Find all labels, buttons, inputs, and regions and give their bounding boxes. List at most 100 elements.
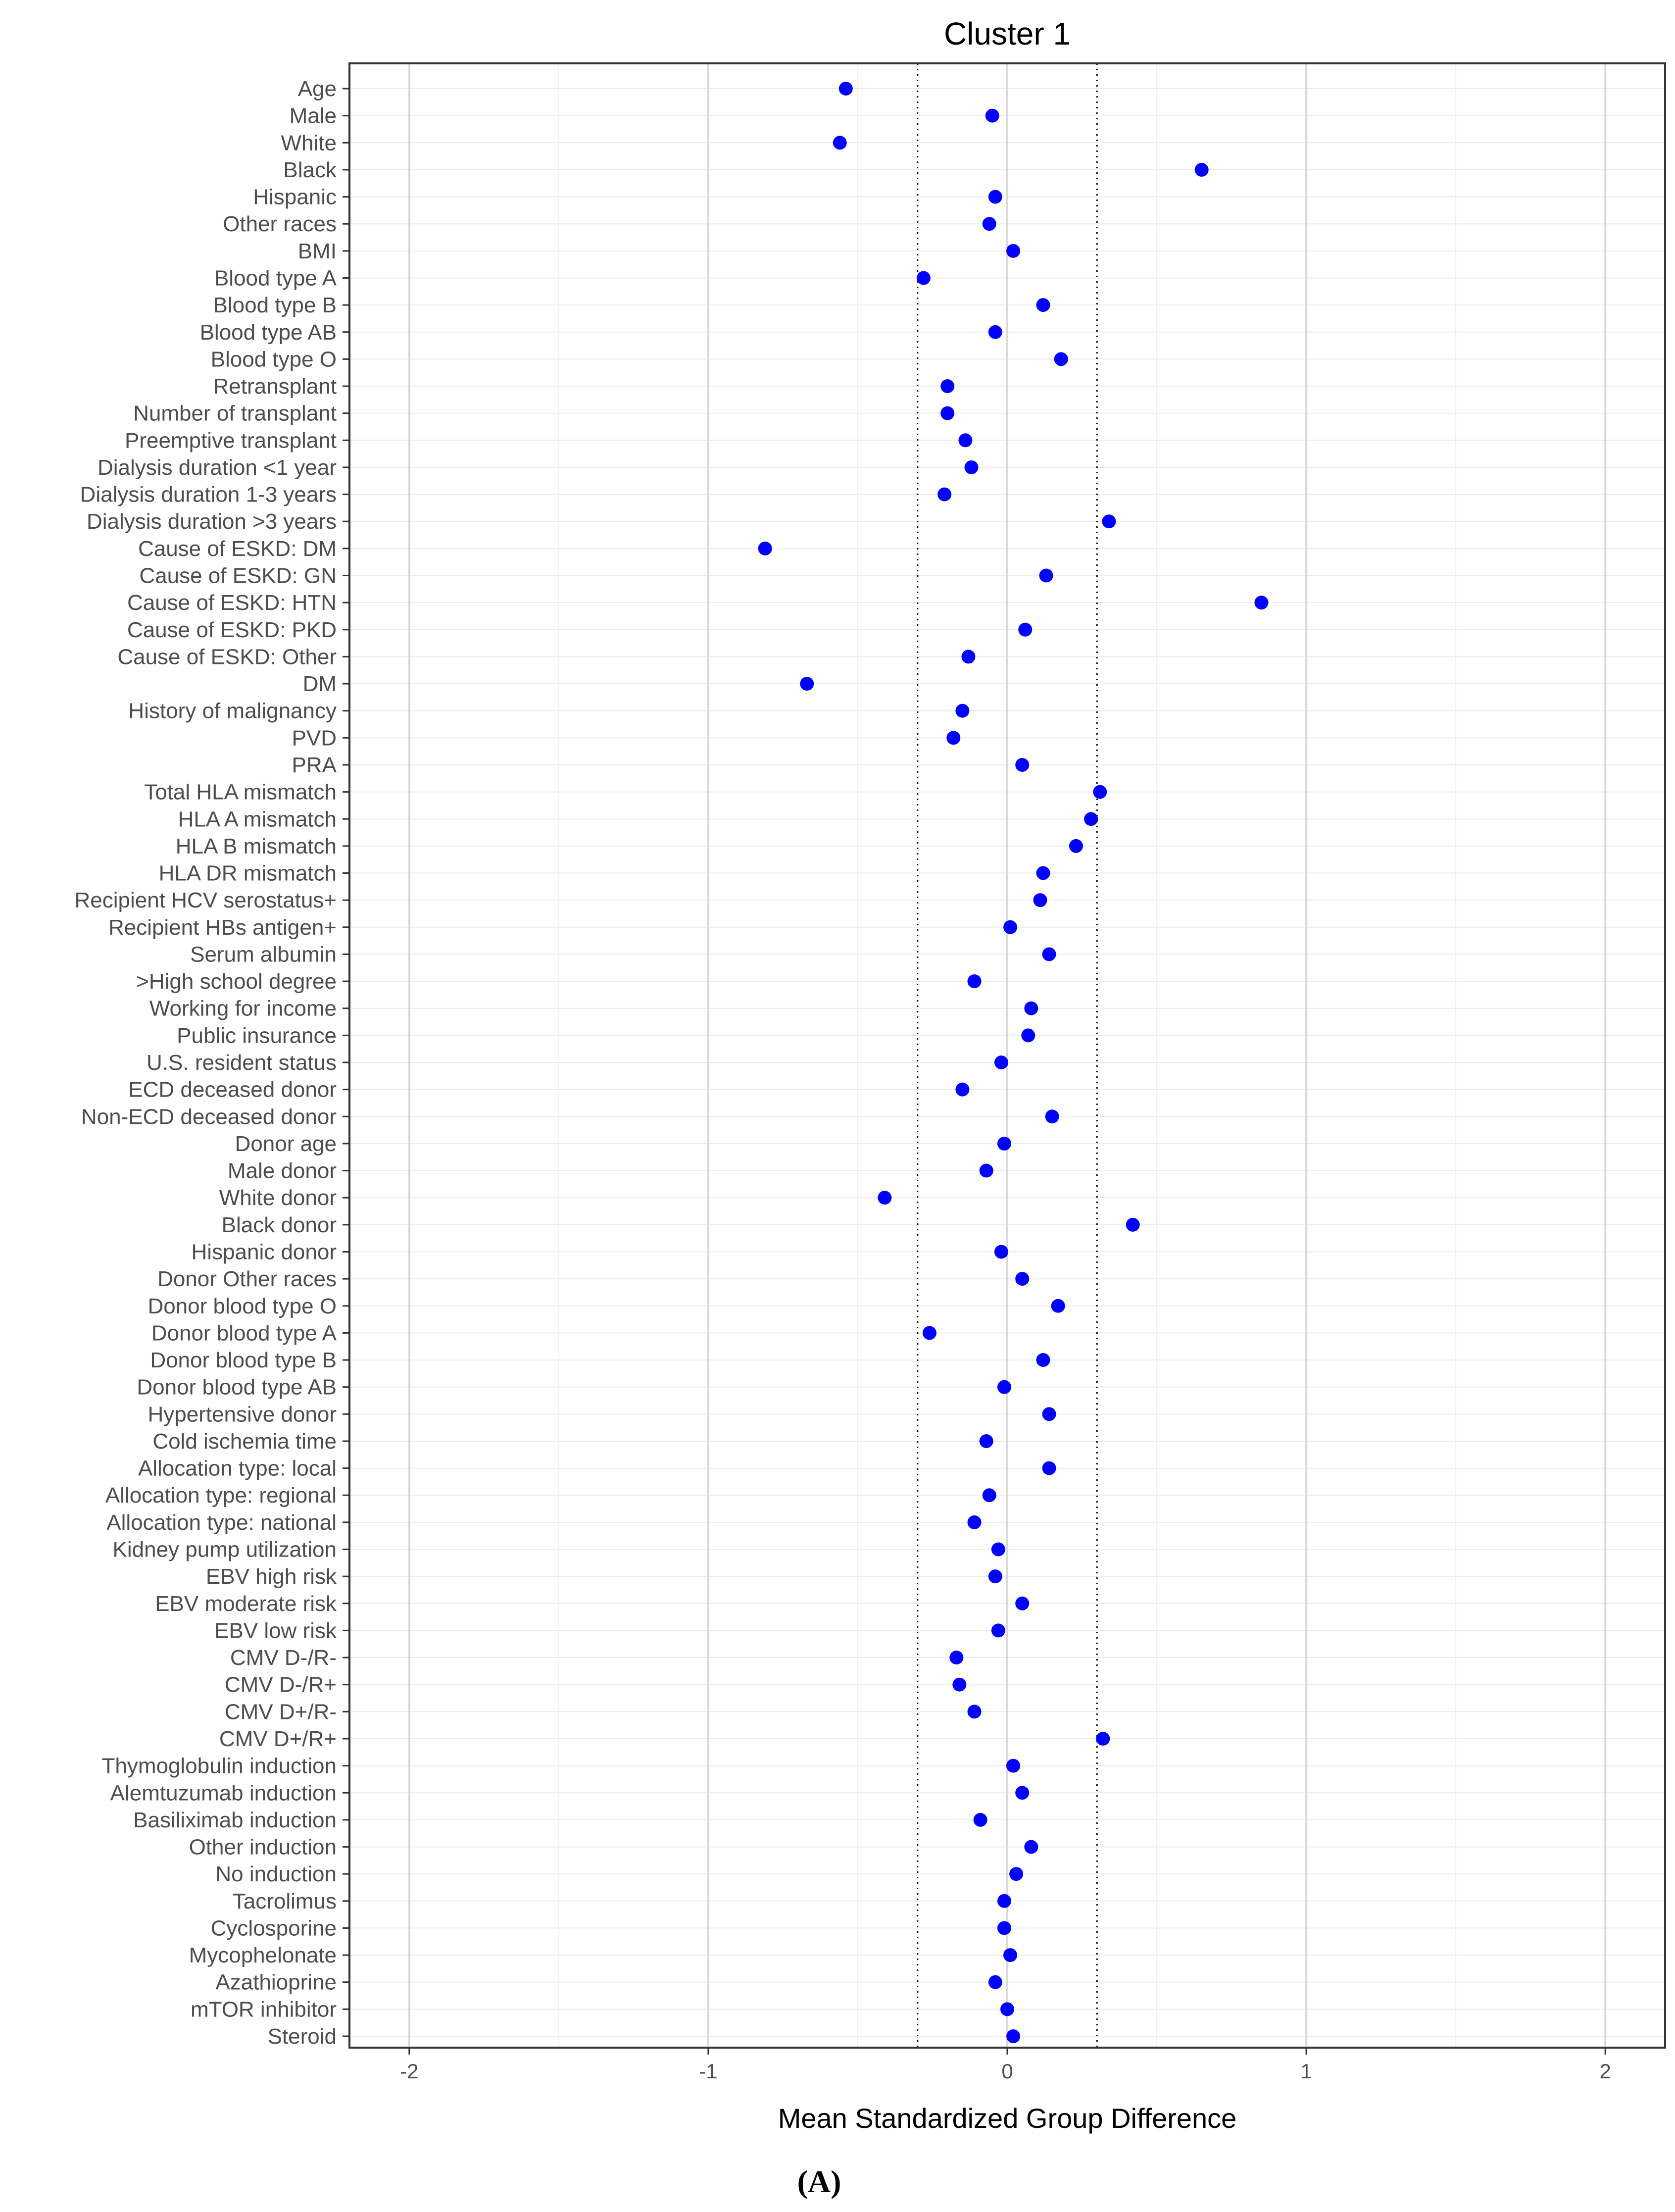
- data-point: [946, 731, 961, 745]
- category-label: Allocation type: local: [138, 1457, 337, 1481]
- data-point: [961, 650, 976, 664]
- data-point: [988, 190, 1002, 204]
- category-label: ECD deceased donor: [128, 1078, 337, 1102]
- category-label: PVD: [292, 726, 337, 750]
- category-label: Cause of ESKD: HTN: [127, 591, 337, 615]
- category-label: Hypertensive donor: [148, 1402, 337, 1426]
- category-label: Hispanic: [253, 185, 337, 209]
- data-point: [1102, 514, 1116, 529]
- category-label: Tacrolimus: [233, 1889, 337, 1913]
- category-label: >High school degree: [136, 969, 337, 994]
- category-label: Black donor: [222, 1213, 337, 1237]
- category-label: Cause of ESKD: Other: [117, 645, 337, 669]
- category-label: DM: [303, 672, 337, 696]
- data-point: [991, 1623, 1005, 1638]
- category-label: Cause of ESKD: DM: [138, 537, 337, 561]
- x-tick-label: 0: [1001, 2060, 1013, 2083]
- data-point: [1069, 839, 1083, 853]
- data-point: [1039, 568, 1053, 583]
- data-point: [1021, 1028, 1035, 1043]
- category-label: Male donor: [228, 1159, 337, 1183]
- data-point: [964, 460, 979, 474]
- category-label: Allocation type: national: [106, 1510, 337, 1535]
- category-label: White: [281, 131, 337, 155]
- category-label: History of malignancy: [128, 699, 337, 723]
- category-label: mTOR inhibitor: [191, 1997, 337, 2021]
- category-label: CMV D+/R+: [219, 1727, 337, 1751]
- x-axis-title: Mean Standardized Group Difference: [778, 2103, 1237, 2134]
- category-label: White donor: [219, 1186, 337, 1210]
- data-point: [1033, 893, 1047, 907]
- category-label: Mycophelonate: [189, 1943, 337, 1967]
- category-label: Cause of ESKD: GN: [139, 564, 337, 588]
- data-point: [1126, 1217, 1140, 1232]
- category-label: Alemtuzumab induction: [110, 1781, 337, 1805]
- data-point: [979, 1163, 993, 1178]
- data-point: [940, 406, 955, 420]
- data-point: [1042, 947, 1056, 961]
- data-point: [1015, 1272, 1030, 1286]
- category-labels: Age Male White Black Hispanic Other races BMI B…: [75, 77, 349, 2049]
- x-tick-label: 2: [1600, 2060, 1611, 2083]
- category-label: CMV D+/R-: [225, 1700, 337, 1724]
- data-point: [1036, 866, 1050, 880]
- x-tick-label: -1: [699, 2060, 717, 2083]
- x-axis-ticks: -2 -1 0 1 2: [400, 2048, 1611, 2083]
- reference-lines: [917, 63, 1098, 2048]
- data-point: [1006, 244, 1021, 258]
- category-label: Non-ECD deceased donor: [81, 1105, 337, 1129]
- data-point: [758, 541, 772, 555]
- category-label: Dialysis duration 1-3 years: [80, 483, 337, 507]
- data-point: [800, 677, 814, 691]
- category-label: Other races: [223, 212, 337, 236]
- category-label: CMV D-/R-: [230, 1646, 337, 1670]
- category-label: BMI: [298, 239, 337, 263]
- data-point: [1009, 1867, 1024, 1881]
- category-label: Cold ischemia time: [152, 1429, 337, 1454]
- data-point: [994, 1056, 1008, 1069]
- data-point: [940, 379, 955, 394]
- category-label: Blood type O: [211, 347, 337, 371]
- data-point: [979, 1434, 993, 1448]
- data-point: [1045, 1109, 1059, 1124]
- figure-caption: (A): [797, 2164, 841, 2199]
- category-label: Serum albumin: [190, 942, 337, 966]
- data-point: [1036, 1353, 1050, 1367]
- data-point: [982, 217, 996, 231]
- data-point: [967, 1705, 982, 1719]
- data-point: [1036, 298, 1050, 312]
- category-label: Thymoglobulin induction: [101, 1754, 337, 1778]
- data-point: [1006, 1759, 1021, 1773]
- category-label: Donor blood type B: [150, 1348, 337, 1372]
- data-point: [997, 1380, 1011, 1394]
- data-point: [982, 1488, 996, 1503]
- data-point: [1051, 1299, 1065, 1313]
- category-label: PRA: [292, 753, 337, 777]
- category-label: Blood type B: [213, 293, 337, 317]
- category-label: Retransplant: [213, 374, 337, 399]
- category-label: EBV low risk: [214, 1618, 337, 1643]
- data-point: [1054, 352, 1068, 366]
- data-point: [955, 1082, 970, 1097]
- data-point: [1024, 1001, 1038, 1015]
- category-label: Dialysis duration >3 years: [87, 509, 337, 534]
- category-label: Age: [298, 77, 337, 101]
- data-point: [1254, 596, 1269, 610]
- data-point: [1018, 622, 1033, 637]
- category-label: Number of transplant: [133, 402, 337, 426]
- category-label: Other induction: [189, 1835, 337, 1860]
- data-point: [949, 1651, 964, 1665]
- data-point: [1015, 1596, 1030, 1610]
- category-label: Working for income: [149, 997, 337, 1021]
- category-label: Male: [290, 104, 337, 128]
- plot-border: [348, 62, 1666, 2049]
- data-point: [1015, 757, 1030, 772]
- category-label: U.S. resident status: [147, 1051, 337, 1075]
- data-point: [1194, 162, 1209, 177]
- category-label: Donor blood type O: [148, 1294, 337, 1318]
- data-point: [1003, 1948, 1018, 1962]
- data-point: [1093, 785, 1107, 799]
- category-label: Allocation type: regional: [105, 1483, 337, 1508]
- data-point: [967, 1515, 982, 1529]
- data-point: [1084, 812, 1098, 826]
